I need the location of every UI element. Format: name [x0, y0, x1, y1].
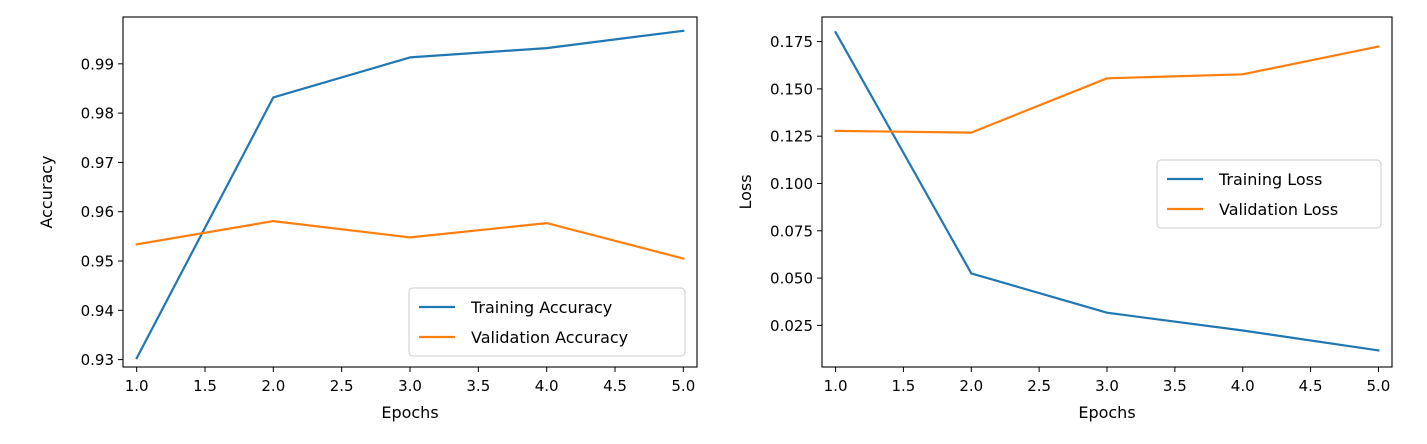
x-tick-label: 3.5 [1163, 377, 1187, 395]
x-tick-label: 4.0 [1231, 377, 1255, 395]
series-line-training-loss [834, 30, 1380, 352]
legend-label: Validation Loss [1219, 200, 1338, 219]
y-tick-label: 0.93 [81, 351, 114, 369]
legend-label: Training Loss [1218, 170, 1322, 189]
x-tick-label: 2.5 [330, 377, 354, 395]
x-tick-label: 4.5 [603, 377, 627, 395]
legend-label: Validation Accuracy [471, 328, 628, 347]
y-axis-label: Accuracy [37, 155, 56, 228]
x-tick-label: 4.0 [535, 377, 559, 395]
y-tick-label: 0.050 [770, 270, 813, 288]
y-tick-label: 0.150 [770, 80, 813, 98]
x-tick-label: 1.5 [891, 377, 915, 395]
x-tick-label: 2.0 [261, 377, 285, 395]
y-tick-label: 0.98 [81, 105, 114, 123]
legend-label: Training Accuracy [470, 298, 612, 317]
x-tick-label: 4.5 [1299, 377, 1323, 395]
x-tick-label: 1.0 [125, 377, 149, 395]
y-tick-label: 0.97 [81, 154, 114, 172]
x-tick-label: 3.0 [398, 377, 422, 395]
x-tick-label: 5.0 [671, 377, 695, 395]
series-line-training-accuracy [135, 29, 685, 360]
y-tick-label: 0.99 [81, 55, 114, 73]
x-tick-label: 1.0 [824, 377, 848, 395]
x-axis-label: Epochs [381, 403, 438, 422]
legend-box [408, 287, 686, 357]
x-tick-label: 3.0 [1095, 377, 1119, 395]
series-line-validation-accuracy [135, 220, 685, 260]
y-tick-label: 0.96 [81, 203, 114, 221]
y-tick-label: 0.075 [770, 222, 813, 240]
x-tick-label: 3.5 [466, 377, 490, 395]
loss-chart: 1.0 1.5 2.0 2.5 3.0 3.5 4.0 4.5 5.0 0.025 0.050 0.0… [736, 16, 1393, 422]
y-tick-label: 0.125 [770, 128, 813, 146]
y-tick-label: 0.95 [81, 253, 114, 271]
x-tick-label: 2.5 [1027, 377, 1051, 395]
series-line-validation-loss [834, 45, 1380, 134]
x-axis-label: Epochs [1078, 403, 1135, 422]
x-tick-label: 2.0 [959, 377, 983, 395]
y-tick-label: 0.94 [81, 302, 114, 320]
y-tick-label: 0.100 [770, 175, 813, 193]
y-tick-label: 0.175 [770, 33, 813, 51]
x-tick-label: 1.5 [193, 377, 217, 395]
x-tick-label: 5.0 [1366, 377, 1390, 395]
y-tick-label: 0.025 [770, 317, 813, 335]
legend-box [1156, 159, 1382, 229]
accuracy-chart: 1.0 1.5 2.0 2.5 3.0 3.5 4.0 4.5 5.0 0.93 0.94 0.95 0… [37, 16, 698, 422]
y-axis-label: Loss [736, 174, 755, 209]
